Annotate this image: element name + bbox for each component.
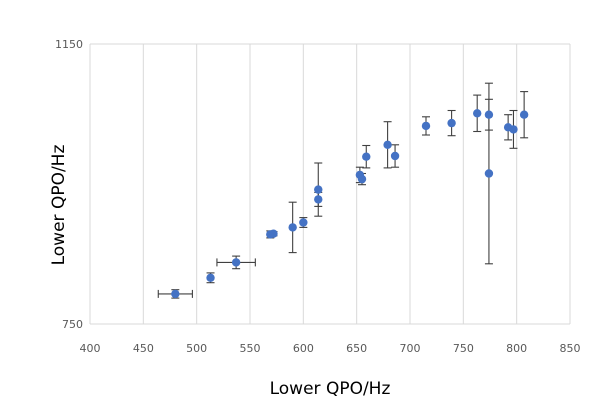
- data-point: [519, 110, 529, 119]
- x-axis-ticks: 400 450 500 550 600 650 700 750 800 850: [80, 342, 581, 355]
- x-tick-label: 550: [240, 342, 261, 355]
- data-point: [314, 195, 323, 204]
- data-point: [473, 109, 482, 118]
- data-point: [509, 125, 518, 134]
- data-points: [171, 109, 529, 299]
- data-point: [421, 121, 431, 131]
- data-point: [299, 218, 308, 227]
- data-point: [171, 289, 180, 299]
- y-axis-ticks: 750 1150: [55, 38, 83, 331]
- y-tick-label: 1150: [55, 38, 83, 51]
- y-tick-label: 750: [62, 318, 83, 331]
- data-point: [362, 152, 371, 161]
- x-tick-label: 600: [293, 342, 314, 355]
- x-tick-label: 400: [80, 342, 101, 355]
- x-tick-label: 700: [400, 342, 421, 355]
- data-point: [206, 273, 215, 282]
- x-tick-label: 650: [346, 342, 367, 355]
- x-tick-label: 500: [186, 342, 207, 355]
- error-bars: [157, 82, 529, 299]
- x-axis-title: Lower QPO/Hz: [270, 379, 391, 399]
- data-point: [484, 110, 494, 119]
- data-point: [288, 223, 297, 232]
- x-tick-label: 850: [560, 342, 581, 355]
- data-point: [269, 229, 278, 238]
- data-point: [484, 169, 494, 178]
- x-tick-label: 450: [133, 342, 154, 355]
- x-tick-label: 800: [506, 342, 527, 355]
- x-tick-label: 750: [453, 342, 474, 355]
- data-point: [390, 151, 400, 161]
- data-point: [357, 174, 367, 184]
- y-axis-title: Lower QPO/Hz: [49, 145, 69, 266]
- gridlines: [89, 43, 571, 325]
- data-point: [447, 118, 456, 128]
- data-point: [314, 185, 323, 194]
- data-point: [383, 140, 392, 149]
- data-point: [231, 258, 241, 267]
